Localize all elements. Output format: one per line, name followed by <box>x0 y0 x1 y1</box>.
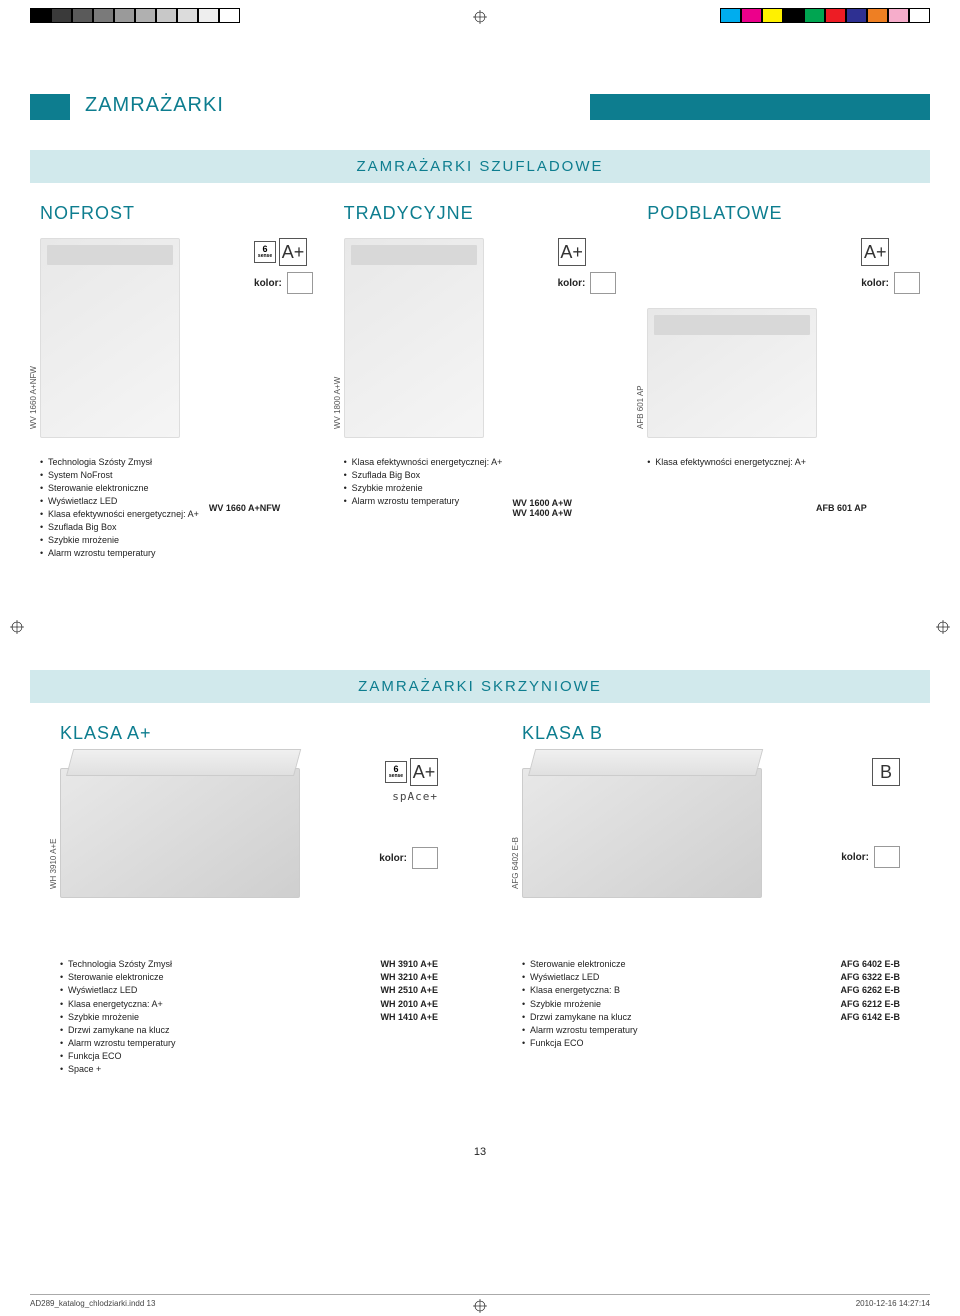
color-swatch <box>894 272 920 294</box>
energy-aplus-badge: A+ <box>410 758 438 786</box>
klasa-b-models: AFG 6402 E-BAFG 6322 E-BAFG 6262 E-BAFG … <box>840 958 900 1075</box>
header-accent-bar <box>590 94 930 120</box>
tradycyjne-code: WV 1800 A+W <box>333 377 342 429</box>
klasa-a-models: WH 3910 A+EWH 3210 A+EWH 2510 A+EWH 2010… <box>381 958 438 1075</box>
kolor-label: kolor: <box>379 853 407 864</box>
energy-aplus-badge: A+ <box>558 238 586 266</box>
tradycyjne-col: TRADYCYJNE WV 1800 A+W A+ kolor: <box>344 203 617 438</box>
energy-b-badge: B <box>872 758 900 786</box>
podblatowe-col: PODBLATOWE A+ kolor: AFB 601 AP <box>647 203 920 438</box>
tradycyjne-features: Klasa efektywności energetycznej: A+Szuf… <box>344 456 503 560</box>
registration-mark-bottom <box>473 1299 487 1315</box>
skrzyniowe-features-row: Technologia Szósty ZmysłSterowanie elekt… <box>30 958 930 1075</box>
page-number: 13 <box>30 1146 930 1158</box>
registration-mark-right <box>936 620 950 639</box>
space-plus-icon: spAce+ <box>392 790 438 803</box>
nofrost-col: NOFROST WV 1660 A+NFW 6sense A+ kolor: <box>40 203 313 438</box>
nofrost-code: WV 1660 A+NFW <box>29 366 38 429</box>
podblatowe-product-image: AFB 601 AP <box>647 308 817 438</box>
footer: AD289_katalog_chlodziarki.indd 13 2010-1… <box>30 1294 930 1308</box>
klasa-b-product-image: AFG 6402 E-B <box>522 768 762 898</box>
sixth-sense-icon: 6sense <box>254 241 276 263</box>
kolor-label: kolor: <box>558 278 586 289</box>
klasa-a-code: WH 3910 A+E <box>49 839 58 889</box>
klasa-a-features: Technologia Szósty ZmysłSterowanie elekt… <box>60 958 176 1075</box>
color-swatch <box>590 272 616 294</box>
klasa-a-title: KLASA A+ <box>60 723 438 744</box>
szufladowe-row: NOFROST WV 1660 A+NFW 6sense A+ kolor: T… <box>30 203 930 438</box>
section-szufladowe-title: ZAMRAŻARKI SZUFLADOWE <box>30 150 930 183</box>
nofrost-title: NOFROST <box>40 203 313 224</box>
color-swatch <box>287 272 313 294</box>
klasa-a-product-image: WH 3910 A+E <box>60 768 300 898</box>
kolor-label: kolor: <box>861 278 889 289</box>
podblatowe-title: PODBLATOWE <box>647 203 920 224</box>
color-swatch <box>412 847 438 869</box>
sixth-sense-icon: 6sense <box>385 761 407 783</box>
footer-filename: AD289_katalog_chlodziarki.indd 13 <box>30 1299 155 1308</box>
energy-aplus-badge: A+ <box>861 238 889 266</box>
nofrost-model: WV 1660 A+NFW <box>209 503 280 513</box>
klasa-b-code: AFG 6402 E-B <box>511 837 520 889</box>
tradycyjne-models: WV 1600 A+WWV 1400 A+W <box>512 498 571 518</box>
podblatowe-model: AFB 601 AP <box>816 503 867 513</box>
page-title: ZAMRAŻARKI <box>85 94 224 117</box>
header-accent-block <box>30 94 70 120</box>
skrzyniowe-row: KLASA A+ WH 3910 A+E 6sense A+ spAce+ ko… <box>30 723 930 928</box>
nofrost-product-image: WV 1660 A+NFW <box>40 238 180 438</box>
szufladowe-features-row: Technologia Szósty ZmysłSystem NoFrostSt… <box>30 456 930 560</box>
color-swatch <box>874 846 900 868</box>
section-skrzyniowe-title: ZAMRAŻARKI SKRZYNIOWE <box>30 670 930 703</box>
kolor-label: kolor: <box>254 278 282 289</box>
podblatowe-code: AFB 601 AP <box>636 385 645 429</box>
klasa-b-title: KLASA B <box>522 723 900 744</box>
nofrost-features: Technologia Szósty ZmysłSystem NoFrostSt… <box>40 456 199 560</box>
podblatowe-features: Klasa efektywności energetycznej: A+ <box>647 456 806 560</box>
registration-mark-top <box>473 10 487 29</box>
klasa-a-col: KLASA A+ WH 3910 A+E 6sense A+ spAce+ ko… <box>60 723 438 928</box>
klasa-b-features: Sterowanie elektroniczeWyświetlacz LEDKl… <box>522 958 638 1075</box>
energy-aplus-badge: A+ <box>279 238 307 266</box>
klasa-b-col: KLASA B AFG 6402 E-B B kolor: <box>522 723 900 928</box>
tradycyjne-title: TRADYCYJNE <box>344 203 617 224</box>
registration-mark-left <box>10 620 24 639</box>
footer-timestamp: 2010-12-16 14:27:14 <box>856 1299 930 1308</box>
tradycyjne-product-image: WV 1800 A+W <box>344 238 484 438</box>
kolor-label: kolor: <box>841 852 869 863</box>
